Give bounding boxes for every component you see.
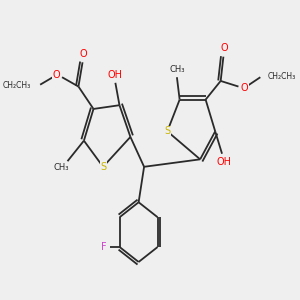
Text: CH₃: CH₃ <box>169 64 185 74</box>
Text: O: O <box>52 70 60 80</box>
Text: S: S <box>164 126 170 136</box>
Text: F: F <box>101 242 106 252</box>
Text: O: O <box>220 43 228 53</box>
Text: OH: OH <box>108 70 123 80</box>
Text: OH: OH <box>216 157 231 167</box>
Text: O: O <box>80 49 87 59</box>
Text: S: S <box>100 162 106 172</box>
Text: CH₃: CH₃ <box>54 163 69 172</box>
Text: CH₂CH₃: CH₂CH₃ <box>267 72 296 81</box>
Text: O: O <box>241 83 248 93</box>
Text: CH₂CH₃: CH₂CH₃ <box>2 81 31 90</box>
